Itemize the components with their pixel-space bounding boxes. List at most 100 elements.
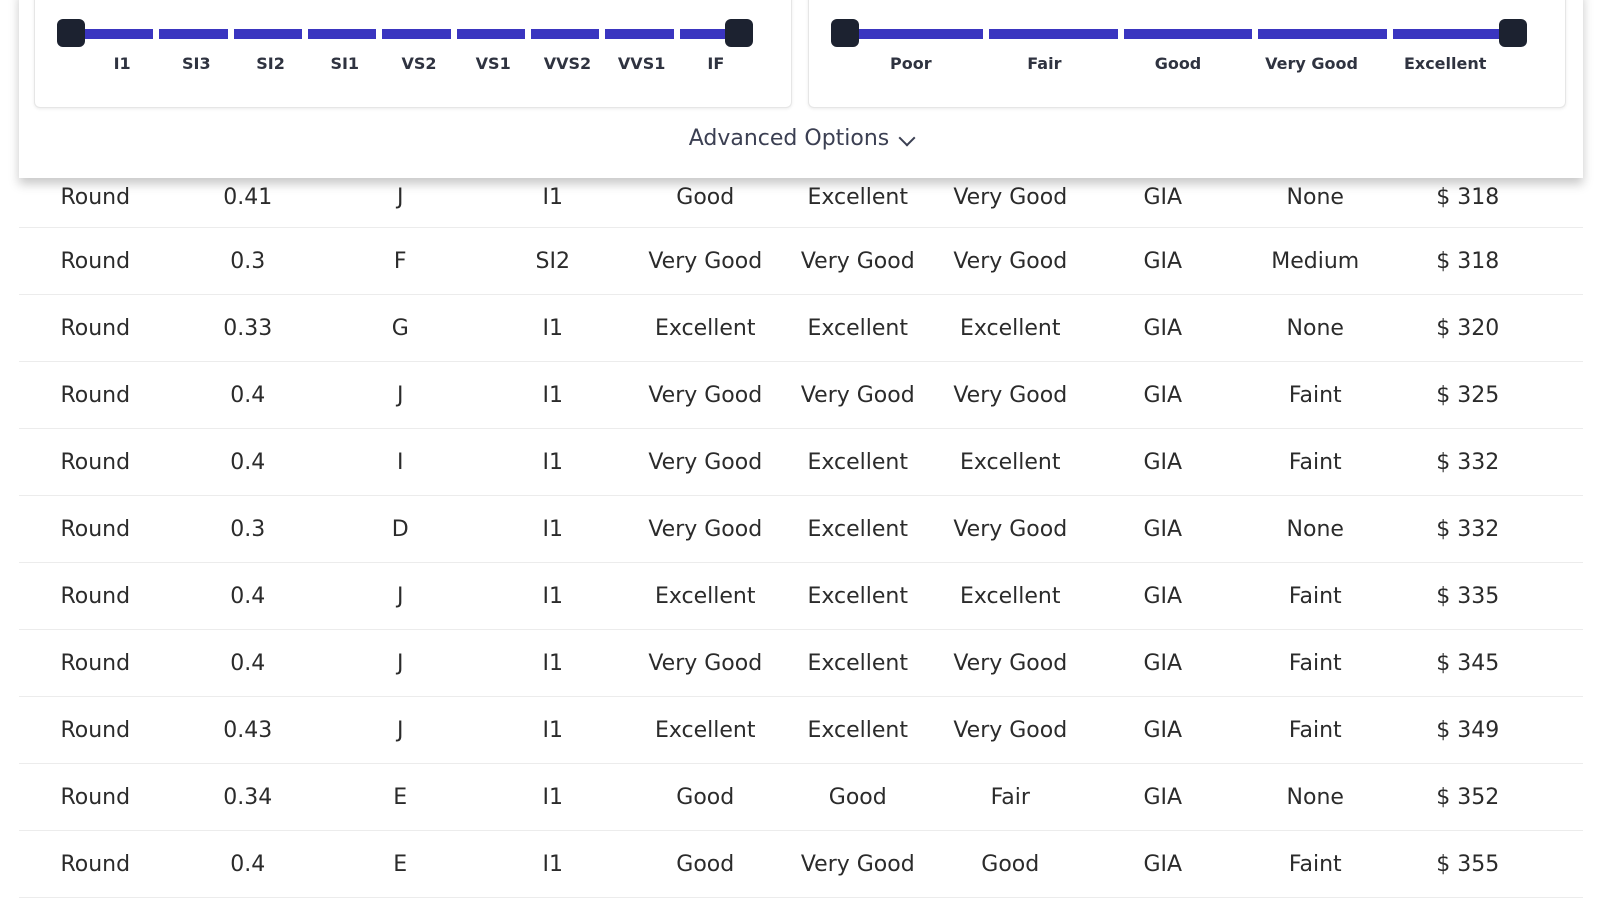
table-cell: J	[397, 382, 404, 408]
slider-segment[interactable]	[85, 29, 154, 39]
slider-segment[interactable]	[530, 29, 600, 39]
table-cell: 0.41	[223, 185, 273, 210]
clarity-tick-labels: I1 SI3 SI2 SI1 VS2 VS1 VVS2 VVS1 IF	[85, 54, 753, 74]
table-cell: F	[393, 248, 407, 274]
table-cell: Faint	[1288, 650, 1342, 676]
table-row[interactable]: Round 0.33 G I1 Excellent Excellent Excellent G…	[19, 295, 1583, 362]
table-row[interactable]: Round 0.41 J I1 Good Excellent Very Good GIA Non…	[19, 168, 1583, 228]
table-cell: Round	[60, 449, 131, 475]
table-cell: E	[393, 784, 408, 810]
table-cell: J	[397, 650, 404, 676]
table-row[interactable]: Round 0.3 F SI2 Very Good Very Good Very Good G…	[19, 228, 1583, 295]
clarity-filter-card: I1 SI3 SI2 SI1 VS2 VS1 VVS2 VVS1 IF	[34, 0, 792, 108]
table-cell: $ 325	[1436, 382, 1500, 408]
table-cell: D	[391, 516, 409, 542]
table-cell: GIA	[1143, 650, 1183, 676]
table-cell: I1	[542, 583, 564, 609]
table-cell: Faint	[1288, 717, 1342, 743]
results-table: Round 0.41 J I1 Good Excellent Very Good GIA Non…	[19, 168, 1583, 898]
table-cell: I1	[542, 185, 564, 210]
tick-label: SI1	[330, 54, 360, 73]
tick-label: SI2	[256, 54, 285, 73]
table-cell: I1	[542, 784, 564, 810]
table-cell: Very Good	[648, 382, 763, 408]
table-row[interactable]: Round 0.43 J I1 Excellent Excellent Very Good G…	[19, 697, 1583, 764]
tick-label: VS2	[401, 54, 437, 73]
slider-segment[interactable]	[854, 29, 983, 39]
table-cell: Faint	[1288, 382, 1342, 408]
advanced-options-toggle[interactable]: Advanced Options	[19, 126, 1583, 151]
table-cell: Excellent	[960, 315, 1061, 341]
slider-segment[interactable]	[307, 29, 377, 39]
slider-segment[interactable]	[1258, 29, 1388, 39]
table-cell: $ 355	[1436, 851, 1500, 877]
table-cell: $ 332	[1436, 449, 1500, 475]
table-cell: Very Good	[953, 717, 1068, 743]
slider-segment[interactable]	[988, 29, 1118, 39]
cut-filter-card: Poor Fair Good Very Good Excellent	[808, 0, 1566, 108]
table-cell: GIA	[1143, 315, 1183, 341]
table-cell: $ 320	[1436, 315, 1500, 341]
slider-segment[interactable]	[456, 29, 525, 39]
table-cell: Excellent	[655, 583, 756, 609]
table-row[interactable]: Round 0.4 J I1 Excellent Excellent Excellent GI…	[19, 563, 1583, 630]
table-cell: J	[397, 583, 404, 609]
tick-label: Good	[1154, 54, 1202, 73]
table-cell: Faint	[1288, 851, 1342, 877]
table-cell: 0.43	[223, 717, 273, 743]
table-cell: Round	[60, 382, 131, 408]
table-cell: I1	[542, 449, 564, 475]
table-cell: GIA	[1143, 185, 1183, 210]
table-cell: $ 352	[1436, 784, 1500, 810]
cut-min-handle[interactable]	[831, 19, 859, 47]
table-cell: Very Good	[953, 650, 1068, 676]
slider-segment[interactable]	[382, 29, 451, 39]
table-row[interactable]: Round 0.4 E I1 Good Very Good Good GIA Faint $ 35…	[19, 831, 1583, 898]
table-cell: I1	[542, 851, 564, 877]
tick-label: Poor	[889, 54, 932, 73]
cut-max-handle[interactable]	[1499, 19, 1527, 47]
table-cell: I1	[542, 717, 564, 743]
table-cell: GIA	[1143, 382, 1183, 408]
tick-label: IF	[707, 54, 725, 73]
table-cell: Good	[676, 185, 735, 210]
table-row[interactable]: Round 0.34 E I1 Good Good Fair GIA None $ 352	[19, 764, 1583, 831]
tick-label: Very Good	[1265, 54, 1358, 73]
slider-segment[interactable]	[1393, 29, 1522, 39]
table-cell: 0.33	[223, 315, 273, 341]
table-cell: GIA	[1143, 717, 1183, 743]
tick-label: VS1	[475, 54, 511, 73]
table-cell: Very Good	[648, 516, 763, 542]
clarity-min-handle[interactable]	[57, 19, 85, 47]
table-row[interactable]: Round 0.3 D I1 Very Good Excellent Very Good GI…	[19, 496, 1583, 563]
table-cell: 0.4	[230, 851, 266, 877]
slider-segment[interactable]	[159, 29, 228, 39]
table-cell: $ 345	[1436, 650, 1500, 676]
table-cell: Round	[60, 516, 131, 542]
clarity-max-handle[interactable]	[725, 19, 753, 47]
slider-segment[interactable]	[233, 29, 302, 39]
table-cell: Very Good	[953, 248, 1068, 274]
table-cell: $ 318	[1436, 185, 1500, 210]
slider-segment[interactable]	[605, 29, 674, 39]
table-cell: J	[397, 185, 404, 210]
table-cell: $ 332	[1436, 516, 1500, 542]
table-cell: Good	[828, 784, 887, 810]
slider-segment[interactable]	[679, 29, 748, 39]
table-cell: 0.4	[230, 382, 266, 408]
tick-label: VVS1	[617, 54, 666, 73]
cut-slider-track[interactable]	[854, 29, 1522, 39]
table-cell: Round	[60, 248, 131, 274]
tick-label: VVS2	[543, 54, 592, 73]
table-row[interactable]: Round 0.4 I I1 Very Good Excellent Excellent GI…	[19, 429, 1583, 496]
table-row[interactable]: Round 0.4 J I1 Very Good Excellent Very Good GI…	[19, 630, 1583, 697]
table-row[interactable]: Round 0.4 J I1 Very Good Very Good Very Good GI…	[19, 362, 1583, 429]
table-cell: I	[397, 449, 404, 475]
chevron-down-icon	[898, 129, 916, 146]
tick-label: SI3	[182, 54, 211, 73]
clarity-slider-track[interactable]	[85, 29, 748, 39]
table-cell: $ 318	[1436, 248, 1500, 274]
table-cell: Very Good	[953, 185, 1068, 210]
slider-segment[interactable]	[1123, 29, 1253, 39]
table-cell: GIA	[1143, 784, 1183, 810]
